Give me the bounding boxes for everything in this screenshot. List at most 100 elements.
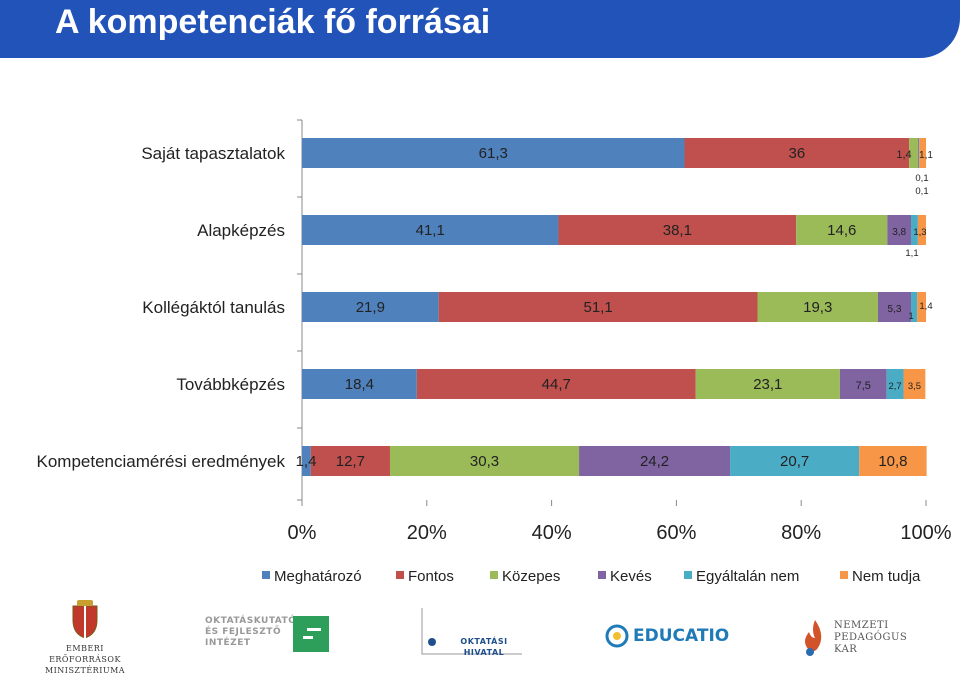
coat-of-arms-icon: [72, 600, 98, 639]
legend-label: Nem tudja: [852, 568, 921, 585]
bar-segment: [302, 292, 439, 322]
data-label: 3,5: [908, 381, 921, 392]
category-label: Alapképzés: [197, 221, 285, 240]
logo-oktatasi-hivatal: OKTATÁSI HIVATAL: [418, 604, 528, 660]
legend-swatch: [490, 571, 498, 579]
logo-educatio-text: EDUCATIO: [633, 626, 730, 646]
bar-segment: [302, 215, 559, 245]
bar-segment: [911, 292, 918, 322]
bar-segment: [438, 292, 758, 322]
data-label: 18,4: [345, 376, 374, 393]
x-tick-label: 60%: [656, 522, 696, 544]
legend-swatch: [598, 571, 606, 579]
data-label: 36: [788, 145, 805, 162]
bar-segment: [684, 138, 910, 168]
data-label: 7,5: [856, 380, 871, 392]
category-label: Továbbképzés: [176, 375, 285, 394]
data-label: 12,7: [336, 453, 365, 470]
logo-npk-line2: PEDAGÓGUS KAR: [834, 632, 908, 655]
legend-swatch: [396, 571, 404, 579]
legend-label: Meghatározó: [274, 568, 362, 585]
logo-emmi: EMBERI ERŐFORRÁSOK MINISZTÉRIUMA: [30, 598, 140, 675]
x-tick-label: 80%: [781, 522, 821, 544]
data-label: 1,1: [905, 248, 918, 259]
bar-segment: [909, 138, 918, 168]
logo-ofi-line3: INTÉZET: [205, 638, 251, 648]
data-label: 10,8: [878, 453, 907, 470]
legend-label: Közepes: [502, 568, 560, 585]
bar-segment: [919, 138, 926, 168]
oh-frame-icon: [421, 608, 522, 655]
data-label: 5,3: [888, 304, 902, 315]
data-label: 61,3: [479, 145, 508, 162]
bar-segment: [887, 215, 912, 245]
ofi-mark-icon: [293, 616, 329, 652]
logo-emmi-line1: EMBERI ERŐFORRÁSOK: [49, 644, 121, 664]
bar-segment: [917, 292, 926, 322]
bar-segment: [839, 369, 887, 399]
bar-segment: [796, 215, 888, 245]
bar-segment: [558, 215, 797, 245]
category-label: Kollégáktól tanulás: [142, 298, 285, 317]
data-label: 1: [908, 311, 913, 322]
bar-segment: [918, 138, 920, 168]
legend-label: Egyáltalán nem: [696, 568, 799, 585]
logo-ofi-line2: ÉS FEJLESZTŐ: [205, 627, 282, 637]
bar-segment: [917, 215, 926, 245]
bar-segment: [903, 369, 926, 399]
data-label: 21,9: [356, 299, 385, 316]
data-label: 19,3: [803, 299, 832, 316]
bar-segment: [859, 446, 927, 476]
bar-segment: [416, 369, 696, 399]
bar-segment: [310, 446, 390, 476]
bar-segment: [877, 292, 912, 322]
data-label: 30,3: [470, 453, 499, 470]
page-title: A kompetenciák fő forrásai: [55, 3, 491, 41]
data-label: 1,1: [919, 150, 933, 161]
data-label: 1,3: [913, 227, 926, 238]
logo-strip: EMBERI ERŐFORRÁSOK MINISZTÉRIUMA OKTATÁS…: [0, 596, 960, 675]
logo-ofi: OKTATÁSKUTATÓ ÉS FEJLESZTŐ INTÉZET: [205, 616, 335, 666]
bar-segment: [302, 446, 311, 476]
educatio-mark-icon: [605, 624, 629, 648]
title-bar: A kompetenciák fő forrásai: [0, 0, 960, 58]
x-tick-label: 0%: [288, 522, 317, 544]
data-label: 1,4: [896, 149, 911, 161]
bar-segment: [302, 138, 685, 168]
x-tick-label: 100%: [900, 522, 951, 544]
legend-label: Fontos: [408, 568, 454, 585]
logo-npk-line1: NEMZETI: [834, 620, 889, 631]
bar-segment: [579, 446, 731, 476]
x-tick-label: 40%: [532, 522, 572, 544]
bar-segment: [911, 215, 918, 245]
bar-segment: [886, 369, 904, 399]
stacked-bar-chart: Saját tapasztalatok Alapképzés Kollégáktól…: [36, 119, 952, 585]
logo-ofi-line1: OKTATÁSKUTATÓ: [205, 616, 297, 626]
legend-swatch: [262, 571, 270, 579]
logo-educatio: EDUCATIO: [605, 624, 729, 654]
legend-swatch: [684, 571, 692, 579]
category-label: Saját tapasztalatok: [141, 144, 285, 163]
legend-label: Kevés: [610, 568, 652, 585]
data-label: 0,1: [915, 173, 928, 184]
bar-segment: [302, 369, 417, 399]
bar-segment: [389, 446, 580, 476]
category-label: Kompetenciamérési eredmények: [36, 452, 285, 471]
legend-swatch: [840, 571, 848, 579]
data-label: 41,1: [416, 222, 445, 239]
data-label: 1,4: [919, 301, 932, 312]
data-label: 0,1: [915, 186, 928, 197]
data-label: 24,2: [640, 453, 669, 470]
bar-segment: [757, 292, 878, 322]
data-label: 3,8: [892, 227, 906, 238]
bar-segment: [917, 138, 919, 168]
data-label: 38,1: [663, 222, 692, 239]
data-label: 23,1: [753, 376, 782, 393]
logo-npk: NEMZETI PEDAGÓGUS KAR: [800, 618, 925, 662]
data-label: 51,1: [583, 299, 612, 316]
flame-icon: [805, 620, 822, 656]
data-label: 14,6: [827, 222, 856, 239]
data-label: 1,4: [296, 453, 317, 470]
bar-segment: [695, 369, 840, 399]
data-label: 20,7: [780, 453, 809, 470]
